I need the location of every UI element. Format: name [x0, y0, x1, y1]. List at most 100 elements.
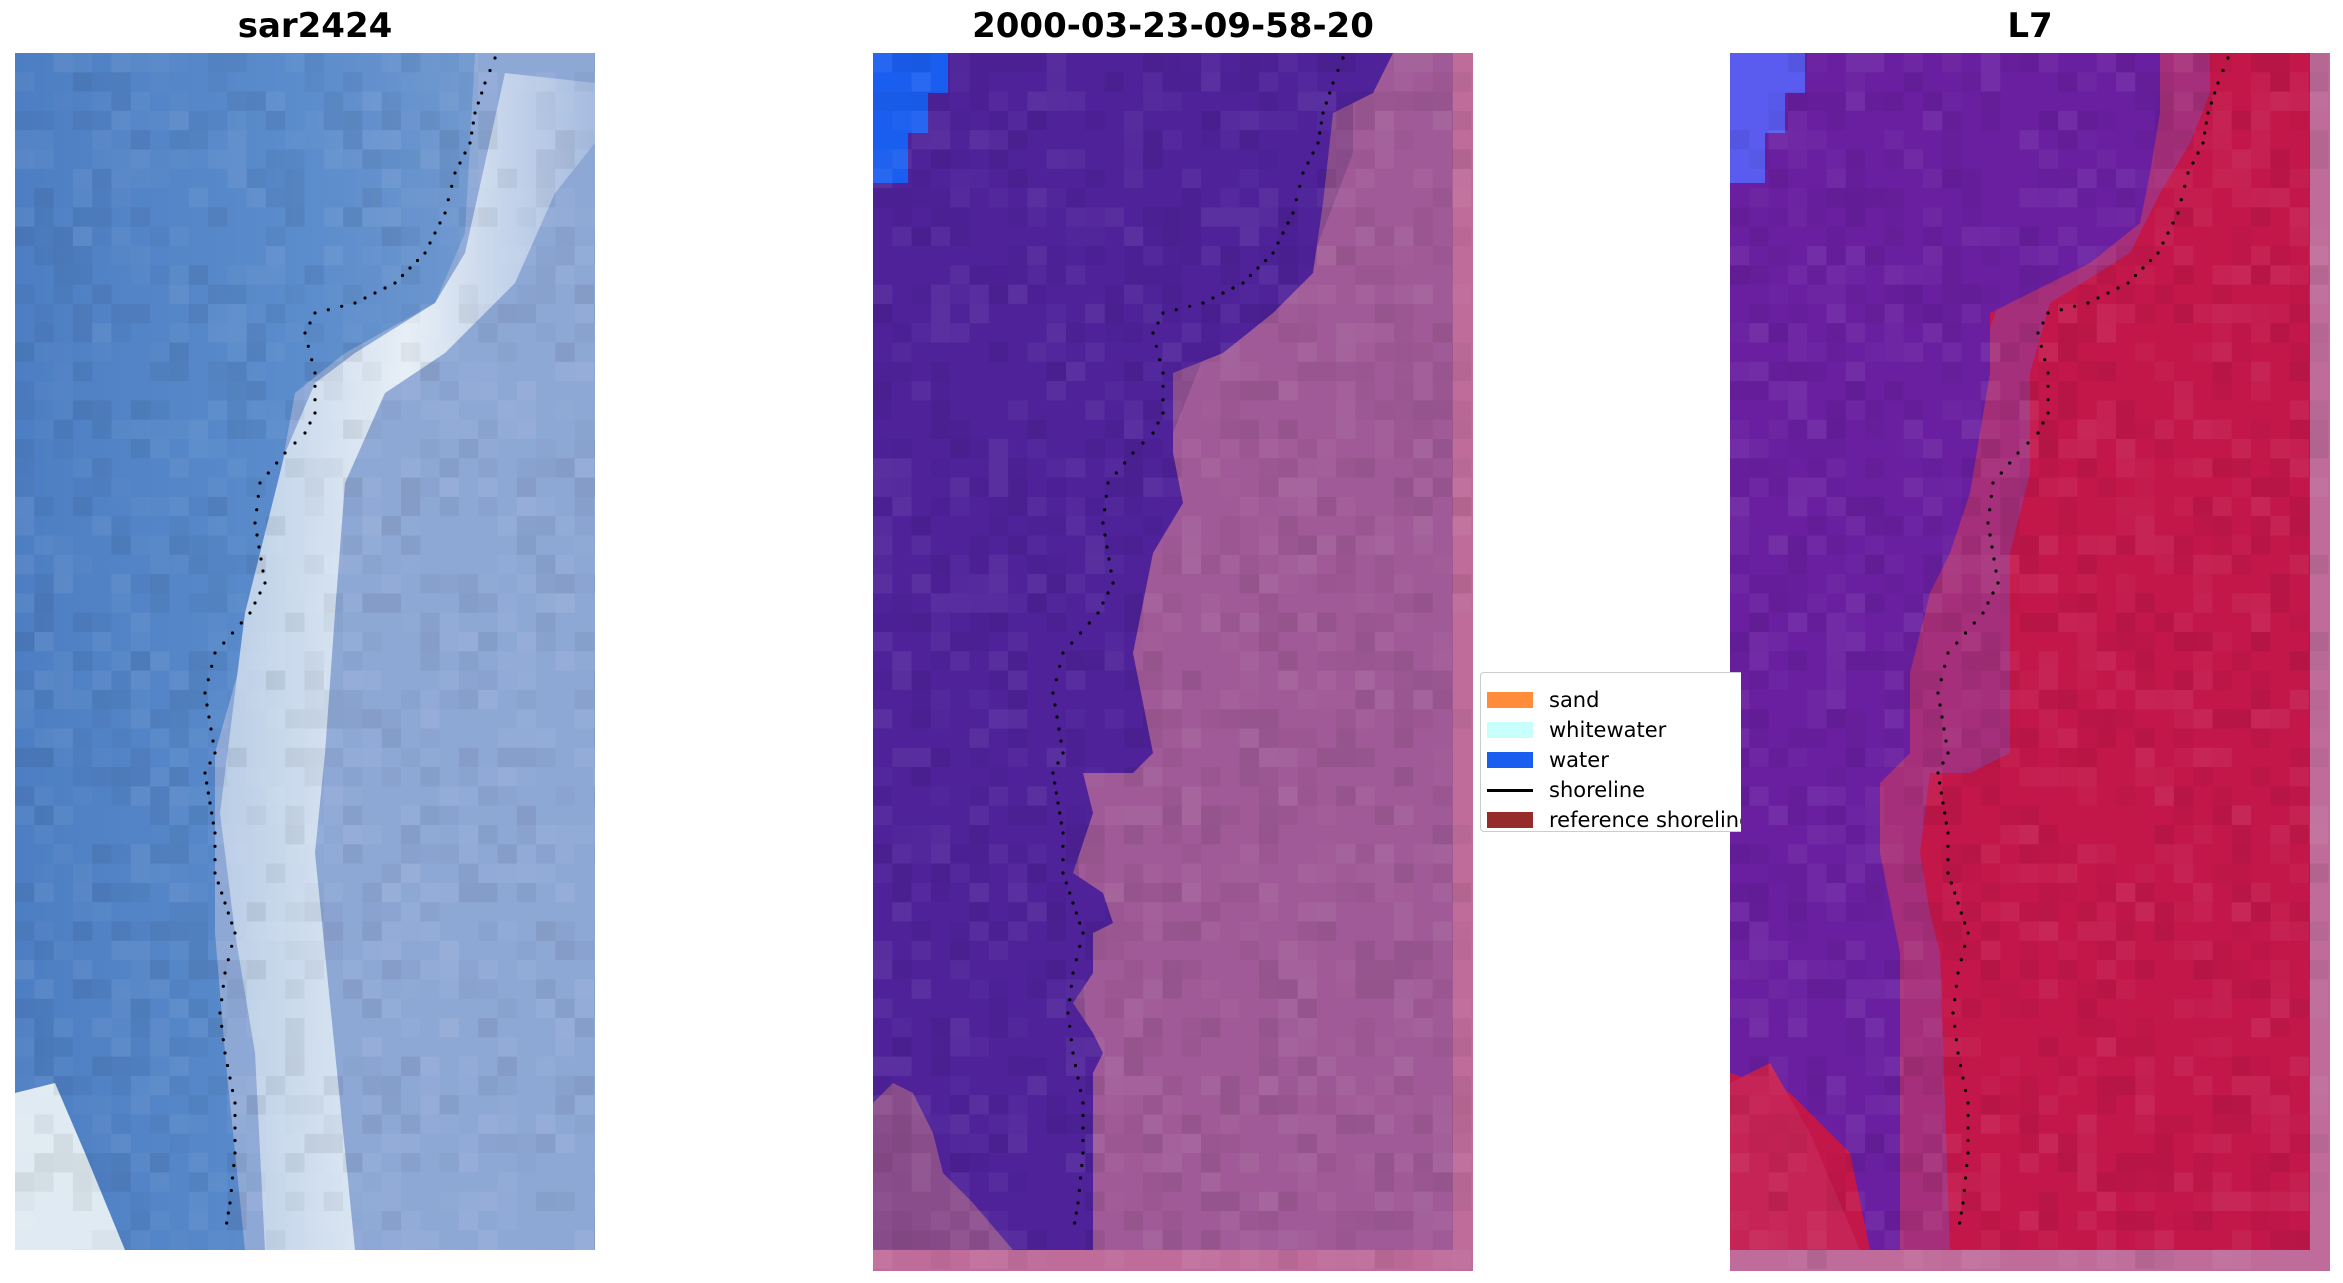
texture-pixel — [92, 882, 112, 903]
texture-pixel — [1278, 497, 1297, 516]
shoreline-dot — [1946, 858, 1950, 862]
texture-pixel — [420, 303, 440, 324]
texture-pixel — [1220, 478, 1239, 497]
texture-pixel — [362, 91, 382, 111]
texture-pixel — [343, 130, 363, 150]
texture-pixel — [439, 419, 459, 439]
texture-pixel — [246, 960, 266, 980]
texture-pixel — [1355, 110, 1375, 131]
texture-pixel — [73, 246, 92, 265]
texture-pixel — [575, 1115, 594, 1134]
texture-pixel — [1827, 767, 1846, 786]
texture-pixel — [950, 1095, 969, 1114]
texture-pixel — [2135, 72, 2155, 92]
texture-pixel — [111, 940, 131, 961]
texture-pixel — [1240, 690, 1259, 709]
texture-pixel — [343, 670, 363, 690]
texture-pixel — [53, 1133, 73, 1154]
texture-pixel — [1749, 632, 1769, 652]
texture-pixel — [478, 689, 498, 710]
texture-pixel — [150, 400, 169, 419]
texture-pixel — [1046, 361, 1066, 382]
texture-pixel — [2154, 439, 2174, 459]
texture-pixel — [2232, 188, 2251, 207]
texture-pixel — [1027, 1230, 1047, 1250]
texture-pixel — [420, 729, 439, 748]
texture-pixel — [1104, 419, 1124, 439]
texture-pixel — [1163, 362, 1182, 381]
texture-pixel — [1374, 1114, 1395, 1134]
shoreline-dot — [1059, 739, 1063, 743]
texture-pixel — [516, 805, 537, 825]
texture-pixel — [1143, 53, 1163, 73]
texture-pixel — [2309, 1095, 2328, 1114]
texture-pixel — [478, 922, 497, 941]
texture-pixel — [911, 940, 931, 961]
texture-pixel — [1123, 1056, 1144, 1076]
shoreline-dot — [2196, 151, 2200, 155]
texture-pixel — [1298, 767, 1317, 786]
texture-pixel — [208, 690, 227, 709]
land-gradient-edge — [1073, 53, 1453, 1250]
texture-pixel — [930, 400, 951, 420]
texture-pixel — [1845, 53, 1866, 73]
texture-pixel — [189, 902, 208, 921]
shoreline-dot — [303, 331, 307, 335]
texture-pixel — [401, 227, 420, 246]
texture-pixel — [1749, 786, 1769, 806]
texture-pixel — [1962, 864, 1981, 883]
texture-pixel — [517, 188, 536, 207]
texture-pixel — [285, 747, 305, 768]
texture-pixel — [2213, 1037, 2232, 1056]
shoreline-dot — [363, 296, 367, 300]
texture-pixel — [2135, 1230, 2154, 1249]
texture-pixel — [1240, 497, 1259, 516]
texture-pixel — [2116, 168, 2136, 189]
texture-pixel — [1008, 1230, 1028, 1250]
shoreline-dot — [1151, 331, 1155, 335]
texture-pixel — [2193, 767, 2212, 786]
texture-pixel — [1827, 1153, 1846, 1172]
texture-pixel — [1046, 574, 1066, 594]
texture-pixel — [892, 1211, 911, 1230]
texture-pixel — [1730, 902, 1750, 922]
pixel-texture — [1730, 53, 2329, 1269]
texture-pixel — [1749, 323, 1769, 343]
texture-pixel — [34, 670, 54, 690]
texture-pixel — [1846, 709, 1865, 728]
texture-pixel — [2135, 420, 2154, 439]
texture-pixel — [1220, 632, 1239, 651]
texture-pixel — [969, 632, 989, 652]
texture-pixel — [1143, 632, 1162, 651]
texture-pixel — [2212, 1249, 2232, 1269]
texture-pixel — [1865, 400, 1885, 420]
texture-pixel — [1903, 1153, 1923, 1173]
texture-pixel — [2019, 574, 2039, 594]
texture-pixel — [2038, 419, 2059, 439]
texture-pixel — [1259, 111, 1278, 130]
texture-pixel — [2135, 960, 2155, 980]
texture-pixel — [536, 998, 556, 1018]
texture-pixel — [1730, 246, 1750, 266]
texture-pixel — [92, 188, 111, 207]
texture-pixel — [362, 902, 381, 921]
texture-pixel — [150, 420, 169, 439]
texture-pixel — [1923, 786, 1943, 806]
texture-pixel — [53, 844, 73, 864]
texture-pixel — [1903, 632, 1923, 652]
texture-pixel — [1884, 709, 1904, 729]
texture-pixel — [53, 670, 73, 690]
texture-pixel — [1336, 1075, 1356, 1096]
texture-pixel — [2058, 439, 2078, 459]
texture-pixel — [2116, 516, 2135, 535]
texture-pixel — [2116, 1153, 2136, 1173]
texture-pixel — [188, 439, 208, 459]
texture-pixel — [188, 689, 208, 710]
texture-pixel — [950, 960, 970, 980]
texture-pixel — [2077, 265, 2096, 284]
texture-pixel — [516, 516, 537, 536]
texture-pixel — [34, 1153, 54, 1173]
texture-pixel — [1807, 343, 1826, 362]
texture-pixel — [1413, 670, 1433, 690]
texture-pixel — [1123, 670, 1144, 690]
